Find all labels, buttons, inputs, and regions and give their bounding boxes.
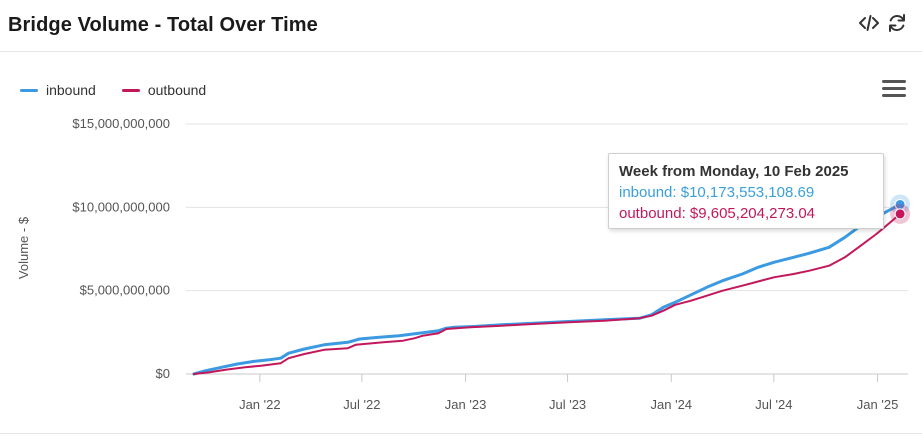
x-axis-ticks: Jan '22 Jul '22 Jan '23 Jul '23 Jan '24 Jul '…	[239, 374, 898, 412]
y-tick-label-1: $5,000,000,000	[80, 283, 170, 298]
highlight-point-outbound[interactable]	[894, 208, 906, 220]
card-header: Bridge Volume - Total Over Time	[0, 0, 922, 52]
series-line-inbound[interactable]	[192, 202, 902, 376]
bottom-divider	[0, 433, 922, 434]
series-layer	[192, 202, 902, 376]
y-tick-label-0: $0	[156, 366, 170, 381]
legend-swatch-outbound	[121, 88, 140, 92]
x-tick-label-6: Jan '25	[857, 397, 899, 412]
code-icon[interactable]	[858, 12, 880, 34]
y-axis-title: Volume - $	[16, 216, 31, 279]
x-tick-label-5: Jul '24	[755, 397, 792, 412]
x-tick-label-4: Jan '24	[651, 397, 693, 412]
x-tick-label-0: Jan '22	[239, 397, 281, 412]
chart-title: Bridge Volume - Total Over Time	[8, 14, 318, 36]
refresh-icon[interactable]	[886, 12, 908, 34]
y-axis-ticks: $0 $5,000,000,000 $10,000,000,000 $15,000,0…	[72, 116, 170, 381]
chart-legend: inbound outbound	[20, 82, 206, 98]
chart-tooltip: Week from Monday, 10 Feb 2025 inbound: $…	[608, 153, 884, 229]
legend-item-outbound[interactable]: outbound	[121, 82, 207, 98]
y-tick-label-2: $10,000,000,000	[72, 199, 170, 214]
y-tick-label-3: $15,000,000,000	[72, 116, 170, 131]
x-tick-label-1: Jul '22	[343, 397, 380, 412]
legend-item-inbound[interactable]: inbound	[20, 82, 96, 98]
tooltip-header: Week from Monday, 10 Feb 2025	[619, 163, 849, 180]
legend-label-inbound: inbound	[46, 82, 96, 98]
highlight-markers	[890, 194, 911, 224]
legend-swatch-inbound	[20, 88, 38, 92]
tooltip-outbound: outbound: $9,605,204,273.04	[619, 205, 816, 222]
legend-label-outbound: outbound	[147, 82, 207, 98]
hamburger-menu-icon[interactable]	[882, 80, 906, 100]
tooltip-inbound: inbound: $10,173,553,108.69	[619, 184, 815, 201]
x-tick-label-2: Jan '23	[445, 397, 487, 412]
x-tick-label-3: Jul '23	[549, 397, 586, 412]
series-line-outbound[interactable]	[192, 212, 902, 375]
